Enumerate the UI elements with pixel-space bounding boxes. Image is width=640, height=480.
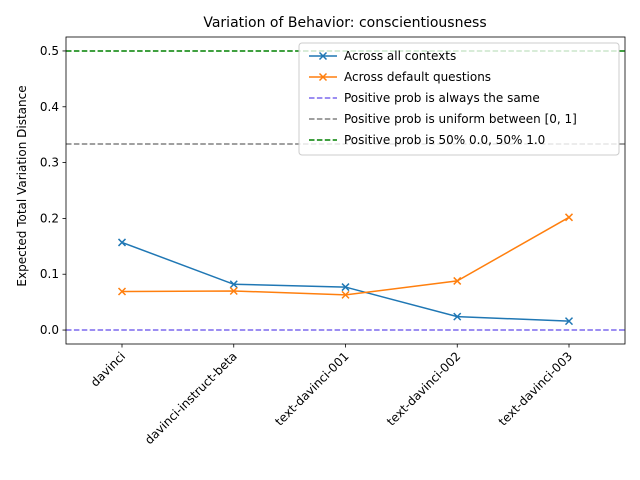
x-tick-label-text-davinci-001: text-davinci-001 (272, 349, 351, 428)
series-line-across-default-questions (121, 216, 570, 296)
data-point-across-all-contexts-text-davinci-002 (453, 312, 462, 321)
y-tick-label: 0.1 (40, 267, 59, 281)
x-tick-label-text-davinci-002: text-davinci-002 (384, 349, 463, 428)
data-point-across-all-contexts-davinci (117, 238, 127, 247)
y-tick-label: 0.2 (40, 211, 59, 225)
y-axis: 0.0 0.1 0.2 0.3 0.4 0.5 (40, 44, 66, 337)
legend-label-across-all-contexts: Across all contexts (344, 49, 456, 63)
x-tick-label-davinci: davinci (88, 349, 128, 389)
y-axis-title: Expected Total Variation Distance (15, 85, 29, 286)
data-point-across-all-contexts-davinci-instruct-beta (229, 280, 238, 289)
data-point-across-default-questions-text-davinci-003 (564, 213, 574, 222)
legend-marker-across-default-questions (318, 72, 328, 82)
y-tick-label: 0.0 (40, 323, 59, 337)
y-tick-label: 0.4 (40, 100, 59, 114)
series-layer (117, 213, 574, 326)
legend: Across all contexts Across default questi… (298, 42, 620, 156)
data-point-across-default-questions-text-davinci-001 (341, 290, 350, 299)
data-point-across-default-questions-text-davinci-002 (453, 276, 462, 285)
data-point-across-default-questions-davinci-instruct-beta (229, 286, 238, 296)
y-tick-label: 0.5 (40, 44, 59, 58)
chart-title: Variation of Behavior: conscientiousness (203, 15, 486, 31)
data-point-across-default-questions-davinci (117, 287, 127, 296)
data-point-across-all-contexts-text-davinci-003 (564, 317, 574, 326)
x-axis: davinci davinci-instruct-beta text-davinci… (88, 344, 575, 447)
x-tick-label-davinci-instruct-beta: davinci-instruct-beta (142, 349, 240, 447)
y-tick-label: 0.3 (40, 156, 59, 170)
series-line-across-all-contexts (121, 241, 570, 322)
legend-marker-across-all-contexts (318, 51, 328, 61)
legend-box (298, 42, 620, 156)
legend-label-positive-prob-is-uniform-between-0-1: Positive prob is uniform between [0, 1] (344, 112, 577, 126)
x-tick-label-text-davinci-003: text-davinci-003 (496, 349, 575, 428)
legend-label-positive-prob-is-always-the-same: Positive prob is always the same (344, 91, 540, 105)
data-point-across-all-contexts-text-davinci-001 (341, 283, 350, 292)
legend-label-positive-prob-is-50-0-0-50-1-0: Positive prob is 50% 0.0, 50% 1.0 (344, 133, 545, 147)
legend-label-across-default-questions: Across default questions (344, 70, 491, 84)
